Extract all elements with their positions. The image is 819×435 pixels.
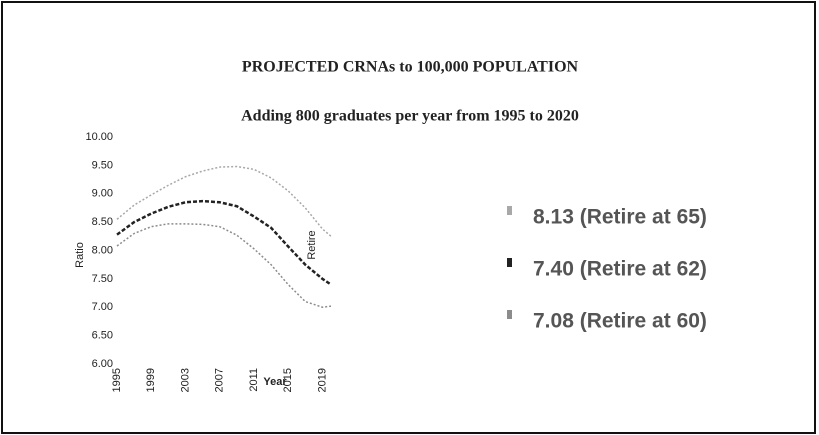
- x-tick-label: 2007: [214, 368, 226, 392]
- y-tick-label: 9.50: [92, 159, 113, 171]
- legend-label: 7.40 (Retire at 62): [533, 258, 707, 281]
- legend-marker: [507, 258, 512, 267]
- series-line: [116, 199, 332, 286]
- x-tick-label: 2011: [248, 368, 260, 392]
- x-tick-label: 1999: [145, 368, 157, 392]
- y-tick-label: 7.50: [92, 273, 113, 285]
- chart-subtitle: Adding 800 graduates per year from 1995 …: [241, 108, 579, 125]
- y-tick-label: 7.00: [92, 301, 113, 313]
- series-line: [116, 223, 332, 309]
- annotation: Retire: [306, 230, 318, 259]
- x-tick-label: 2003: [179, 368, 191, 392]
- series-line: [116, 165, 332, 237]
- legend-label: 7.08 (Retire at 60): [533, 310, 707, 333]
- x-tick-label: 2015: [282, 368, 294, 392]
- x-tick-label: 1995: [111, 368, 123, 392]
- legend-marker: [507, 310, 512, 319]
- y-axis-label: Ratio: [74, 242, 86, 268]
- x-axis-label: Year: [263, 376, 287, 388]
- y-tick-label: 8.00: [92, 244, 113, 256]
- y-tick-label: 6.00: [92, 358, 113, 370]
- y-tick-label: 6.50: [92, 330, 113, 342]
- x-tick-label: 2019: [316, 368, 328, 392]
- legend-marker: [507, 206, 512, 215]
- y-tick-label: 9.00: [92, 188, 113, 200]
- chart-title: PROJECTED CRNAs to 100,000 POPULATION: [242, 59, 579, 76]
- legend-label: 8.13 (Retire at 65): [533, 206, 707, 229]
- y-tick-label: 8.50: [92, 216, 113, 228]
- y-tick-label: 10.00: [85, 131, 113, 143]
